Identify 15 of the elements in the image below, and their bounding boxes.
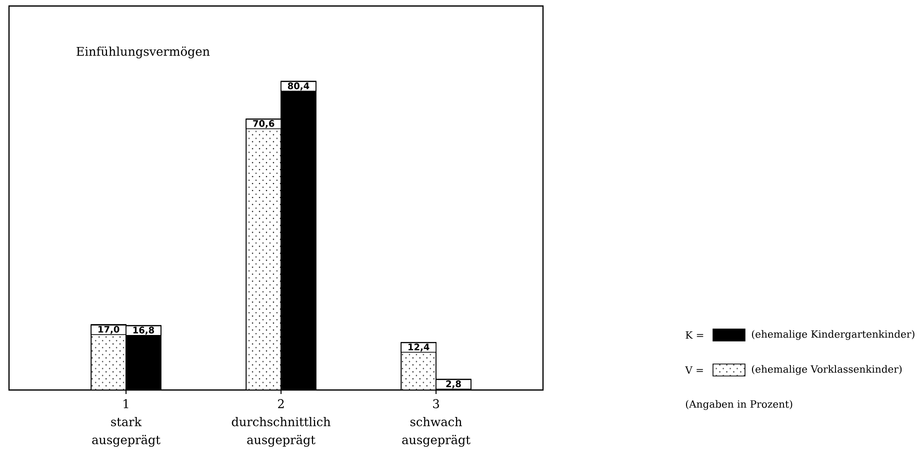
text: (Angaben in Prozent)	[686, 400, 792, 410]
data-label: 80,4	[288, 82, 310, 90]
data-label: 70,6	[253, 120, 274, 128]
legend-label: (ehemalige Kindergartenkinder)	[752, 330, 914, 340]
x-tick-label: 2 durchschnittlich ausgeprägt	[232, 399, 330, 447]
text: V =	[685, 366, 703, 374]
data-label: 2,8	[446, 380, 461, 388]
data-label: 17,0	[98, 326, 120, 334]
legend-label: (ehemalige Vorklassenkinder)	[752, 365, 902, 375]
x-tick-label: 3 schwach ausgeprägt	[402, 399, 470, 447]
data-label: 12,4	[408, 344, 430, 352]
text: Einfühlungsvermögen	[76, 46, 210, 58]
text: K =	[686, 331, 704, 339]
data-label: 16,8	[133, 326, 154, 335]
x-tick-label: 1 stark ausgeprägt	[92, 399, 160, 447]
